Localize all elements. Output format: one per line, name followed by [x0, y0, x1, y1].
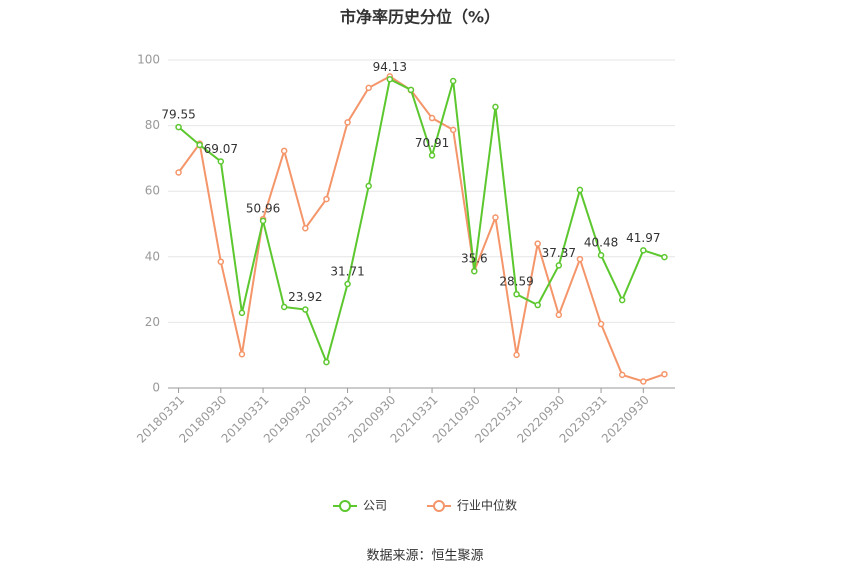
point: [217, 258, 225, 265]
point: [513, 351, 520, 359]
point: [344, 280, 351, 288]
point: [555, 262, 563, 269]
y-tick-label: 100: [137, 53, 160, 67]
point: [449, 126, 457, 134]
point: [238, 350, 246, 358]
point: [217, 158, 225, 165]
point: [428, 114, 436, 122]
point: [449, 77, 457, 85]
point: [534, 240, 541, 247]
point: [238, 309, 246, 317]
point: [576, 255, 584, 263]
line: [177, 77, 665, 366]
y-tick-label: 80: [145, 118, 160, 132]
point: [513, 290, 520, 298]
legend-marker: [433, 500, 445, 512]
value-label: 94.13: [373, 60, 407, 74]
point: [640, 247, 647, 254]
point: [365, 84, 372, 92]
point: [555, 311, 563, 319]
chart-title: 市净率历史分位（%）: [340, 8, 500, 27]
value-label: 31.71: [330, 264, 364, 278]
value-label: 23.92: [288, 290, 322, 304]
point: [365, 182, 372, 190]
point: [471, 267, 478, 275]
value-label: 41.97: [626, 231, 660, 245]
point: [302, 225, 309, 232]
point: [597, 320, 605, 328]
point: [597, 251, 605, 259]
y-tick-label: 0: [152, 381, 160, 395]
point: [492, 214, 499, 221]
point: [576, 186, 584, 194]
point: [323, 195, 330, 203]
value-label: 69.07: [204, 142, 238, 156]
y-tick-label: 40: [145, 249, 160, 263]
value-label: 35.6: [461, 252, 488, 266]
value-label: 37.37: [542, 246, 576, 260]
value-label: 79.55: [161, 108, 195, 122]
legend-label: 公司: [363, 499, 387, 513]
point: [428, 152, 436, 159]
legend-label: 行业中位数: [457, 498, 517, 513]
value-label: 70.91: [415, 136, 449, 150]
point: [661, 253, 668, 261]
point: [618, 296, 626, 304]
point: [175, 123, 182, 131]
point: [534, 301, 541, 309]
point: [407, 86, 415, 94]
value-label: 28.59: [499, 275, 533, 289]
line: [177, 75, 665, 383]
source: 数据来源：恒生聚源: [366, 549, 483, 564]
point: [386, 76, 394, 83]
point: [175, 169, 182, 176]
point: [661, 370, 668, 378]
point: [492, 103, 499, 111]
point: [280, 303, 288, 311]
legend-marker: [339, 500, 351, 512]
y-tick-label: 20: [145, 315, 160, 329]
point: [280, 147, 288, 155]
point: [323, 358, 330, 366]
point: [259, 217, 267, 225]
value-label: 50.96: [246, 201, 280, 215]
y-tick-label: 60: [145, 184, 160, 198]
point: [640, 378, 647, 385]
value-label: 40.48: [584, 236, 618, 250]
point: [618, 371, 626, 379]
point: [196, 141, 203, 149]
point: [344, 119, 351, 126]
point: [302, 306, 309, 313]
